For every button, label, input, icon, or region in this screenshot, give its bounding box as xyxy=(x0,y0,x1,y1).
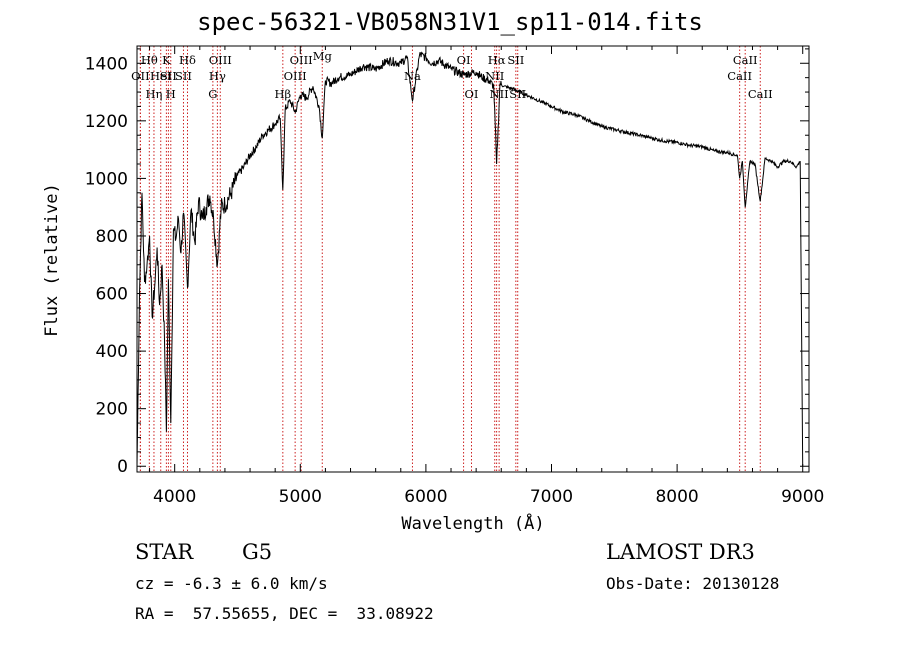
line-markers xyxy=(139,46,761,472)
x-tick-label: 9000 xyxy=(781,487,824,507)
line-label: CaII xyxy=(733,53,758,67)
line-label: OIII xyxy=(284,69,307,83)
line-label: Hγ xyxy=(209,69,226,83)
line-label: K xyxy=(162,53,171,67)
y-axis-label: Flux (relative) xyxy=(42,183,62,337)
x-tick-label: 7000 xyxy=(530,487,573,507)
line-label: SII xyxy=(507,53,524,67)
line-label: OI xyxy=(465,87,479,101)
x-axis-label: Wavelength (Å) xyxy=(401,512,544,534)
y-tick-label: 600 xyxy=(96,285,128,305)
line-label: Mg xyxy=(313,49,333,63)
x-tick-label: 5000 xyxy=(279,487,322,507)
plot-frame xyxy=(136,45,810,473)
line-label: SII xyxy=(509,87,526,101)
x-tick-label: 8000 xyxy=(655,487,698,507)
line-label: Na xyxy=(404,69,421,83)
y-tick-label: 800 xyxy=(96,227,128,247)
x-axis: 4000 5000 6000 7000 8000 9000 xyxy=(149,46,824,507)
line-label: CaII xyxy=(748,87,773,101)
object-subclass: G5 xyxy=(242,540,273,564)
line-label: HeI xyxy=(150,69,171,83)
line-label: CaII xyxy=(727,69,752,83)
line-label: Hα xyxy=(488,53,506,67)
line-labels: OIIHθHηHeIKSIIHHδSIIGOIIIHγHβOIIIOIIIMgN… xyxy=(131,49,773,101)
y-axis: 0 200 400 600 800 1000 1200 1400 xyxy=(85,48,809,477)
chart-title: spec-56321-VB058N31V1_sp11-014.fits xyxy=(197,8,703,36)
line-label: OII xyxy=(131,69,150,83)
line-label: H xyxy=(166,87,176,101)
flux-series xyxy=(136,51,804,467)
line-label: NII xyxy=(485,69,504,83)
y-tick-label: 200 xyxy=(96,400,128,420)
x-tick-label: 6000 xyxy=(404,487,447,507)
redshift-text: cz = -6.3 ± 6.0 km/s xyxy=(135,574,328,593)
line-label: OIII xyxy=(209,53,232,67)
line-label: OI xyxy=(457,53,471,67)
line-label: OIII xyxy=(290,53,313,67)
survey-label: LAMOST DR3 xyxy=(606,540,755,564)
object-class: STAR xyxy=(135,540,194,564)
coordinates-text: RA = 57.55655, DEC = 33.08922 xyxy=(135,604,434,623)
y-tick-label: 1000 xyxy=(85,169,128,189)
obs-date: Obs-Date: 20130128 xyxy=(606,574,780,593)
line-label: G xyxy=(208,87,217,101)
y-tick-label: 0 xyxy=(117,457,128,477)
y-tick-label: 400 xyxy=(96,342,128,362)
y-tick-label: 1200 xyxy=(85,112,128,132)
x-tick-label: 4000 xyxy=(153,487,196,507)
line-label: Hδ xyxy=(179,53,196,67)
y-tick-label: 1400 xyxy=(85,54,128,74)
line-label: SII xyxy=(160,69,177,83)
line-label: Hβ xyxy=(274,87,291,101)
line-label: Hη xyxy=(145,87,162,101)
line-label: SII xyxy=(175,69,192,83)
line-label: Hθ xyxy=(141,53,158,67)
